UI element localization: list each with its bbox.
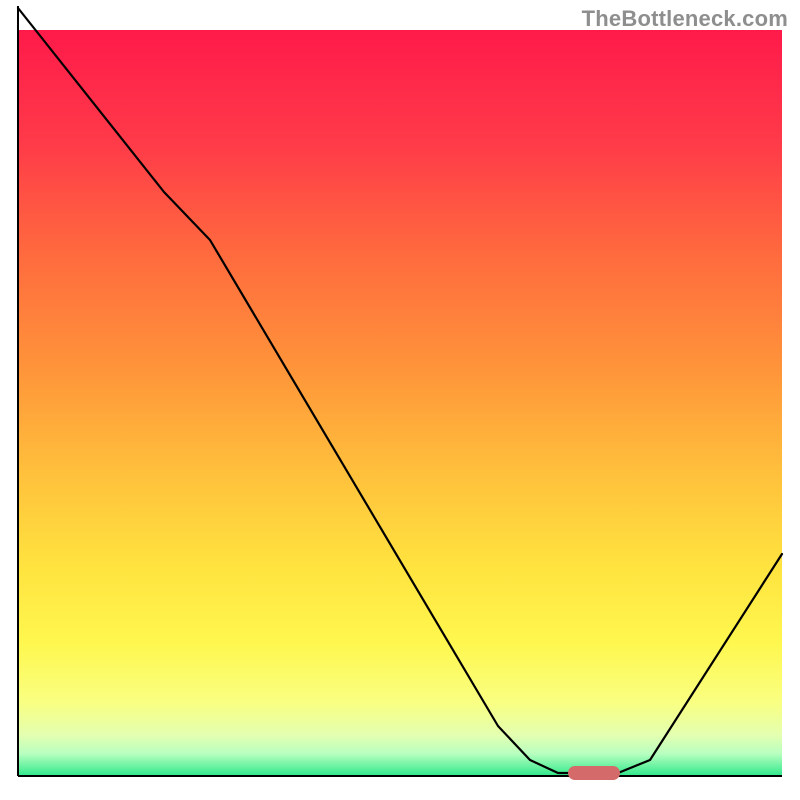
- optimal-marker: [568, 766, 620, 780]
- bottleneck-chart: [0, 0, 800, 800]
- chart-container: TheBottleneck.com: [0, 0, 800, 800]
- gradient-background: [18, 30, 782, 776]
- watermark-label: TheBottleneck.com: [582, 6, 788, 32]
